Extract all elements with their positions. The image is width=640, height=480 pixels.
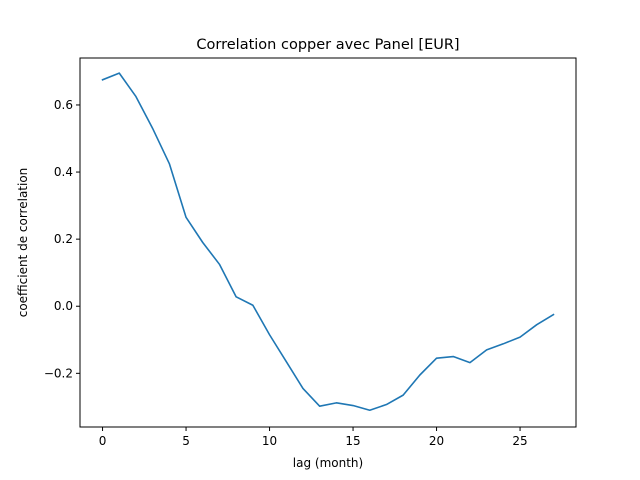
y-axis-ticks: −0.2 0.0 0.2 0.4 0.6 (44, 98, 80, 380)
x-tick-label: 20 (429, 434, 444, 448)
x-tick-label: 10 (262, 434, 277, 448)
y-tick-label: 0.0 (54, 299, 73, 313)
x-axis-ticks: 0 5 10 15 20 25 (99, 427, 528, 448)
x-tick-label: 5 (182, 434, 190, 448)
y-tick-label: 0.6 (54, 98, 73, 112)
x-tick-label: 15 (345, 434, 360, 448)
series-line (101, 72, 555, 412)
plot-area (101, 72, 555, 412)
x-axis-label: lag (month) (293, 456, 363, 470)
y-axis-label: coefficient de correlation (16, 168, 30, 318)
chart-title: Correlation copper avec Panel [EUR] (196, 37, 459, 53)
x-tick-label: 0 (99, 434, 107, 448)
y-tick-label: 0.4 (54, 165, 73, 179)
axes-frame (79, 57, 577, 428)
y-tick-label: −0.2 (44, 366, 73, 380)
x-tick-label: 25 (512, 434, 527, 448)
y-tick-label: 0.2 (54, 232, 73, 246)
